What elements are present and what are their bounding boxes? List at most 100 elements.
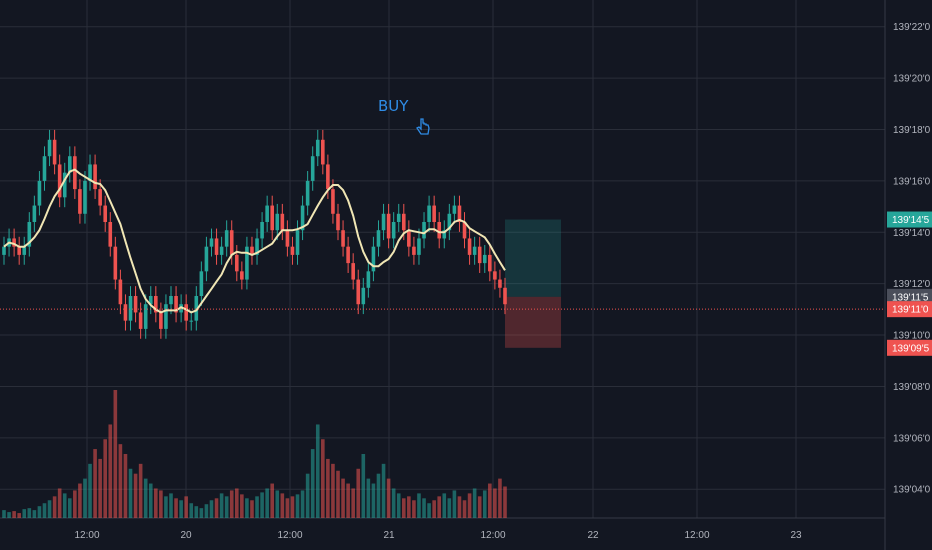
time-tick-label: 12:00 [277,530,302,541]
volume-bar [2,510,6,518]
candle-body [22,246,27,255]
volume-bar [47,500,52,518]
volume-bar [7,512,11,518]
volume-bar [174,498,178,518]
time-tick-label: 12:00 [684,530,709,541]
candle-body [47,139,52,157]
candle-body [32,205,37,222]
price-badge-label: 139'09'5 [892,343,930,354]
volume-bar [331,463,335,518]
candle-body [204,246,209,272]
candle-body [113,246,118,280]
volume-bar [57,488,62,518]
time-tick-label: 21 [383,530,395,541]
candle-body [103,205,108,222]
volume-bar [133,473,138,518]
candle-body [457,205,462,222]
volume-bar [381,463,386,518]
candle-body [209,238,214,247]
price-tick-label: 139'10'0 [893,331,931,342]
candle-body [27,222,32,247]
volume-bar [154,488,158,518]
candle-body [143,304,148,329]
price-axis[interactable]: 139'22'0 139'20'0 139'18'0 139'16'0 139'14'0… [893,22,931,496]
volume-bar [275,490,280,518]
volume-bar [401,498,406,518]
time-axis[interactable]: 12:00 20 12:00 21 12:00 22 12:00 23 [74,530,802,541]
hand-pointer-icon [416,118,430,135]
volume-bar [88,463,92,518]
volume-bar [108,424,113,518]
volume-bar [184,496,188,518]
candle-body [250,246,254,255]
volume-bar [467,493,472,518]
volume-bar [260,492,264,518]
candle-body [154,296,158,313]
candle-body [396,213,401,222]
volume-bar [427,503,431,518]
candle-body [37,180,42,206]
volume-bar [73,490,77,518]
volume-bar [417,493,421,518]
volume-bar [138,463,143,518]
volume-bar [305,473,310,518]
candle-body [219,246,224,255]
volume-bar [310,449,315,518]
candle-body [12,238,16,247]
candle-body [391,222,396,239]
volume-bar [67,498,72,518]
volume-bar [224,496,229,518]
volume-bar [118,444,123,518]
candle-body [437,222,442,239]
candle-body [73,156,77,190]
candle-body [174,296,178,313]
position-tool[interactable] [505,219,561,348]
volume-bar [472,488,477,518]
candle-body [184,304,188,321]
volume-bar [62,493,67,518]
candle-body [240,271,244,280]
candle-body [331,189,335,214]
candle-body [356,279,361,305]
volume-bar [371,483,376,518]
volume-bar [229,490,234,518]
volume-bar [376,473,381,518]
price-tick-label: 139'06'0 [893,433,931,444]
candle-body [275,213,280,231]
volume-bar [148,483,153,518]
volume-bar [290,496,295,518]
volume-bar [113,390,118,518]
candle-body [503,287,507,305]
candle-body [280,213,285,231]
volume-bar [391,488,396,518]
candle-body [164,304,168,329]
candle-body [57,164,62,198]
stop-zone [505,296,561,348]
candle-body [477,246,482,264]
profit-zone [505,219,561,297]
candle-body [467,238,472,255]
candle-body [462,222,467,239]
price-badge [887,211,932,228]
volume-bar [204,504,209,518]
volume-bar [27,508,32,518]
candle-body [386,213,391,239]
volume-bar [477,496,482,518]
volume-bar [412,500,416,518]
candle-body [285,230,290,247]
candle-body [62,172,67,198]
volume-bar [351,488,355,518]
candle-body [118,279,123,305]
candle-body [361,287,366,305]
volume-bar [285,498,290,518]
candle-body [229,230,234,255]
buy-annotation[interactable]: BUY [378,97,430,135]
volume-bar [214,498,219,518]
price-tick-label: 139'22'0 [893,22,931,33]
candle-body [290,246,295,255]
price-tick-label: 139'18'0 [893,125,931,136]
volume-bar [17,513,21,518]
volume-bar [240,494,244,518]
candles [2,129,507,339]
